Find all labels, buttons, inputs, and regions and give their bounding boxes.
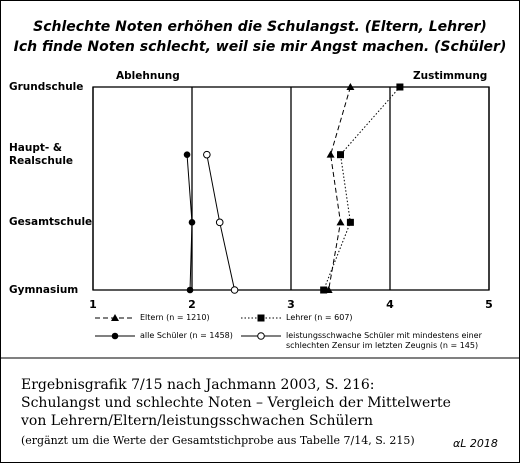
category-label: Grundschule — [9, 80, 84, 93]
marker — [336, 218, 345, 226]
caption-line: Schulangst und schlechte Noten – Verglei… — [21, 395, 451, 411]
x-tick-label: 2 — [188, 298, 196, 311]
caption-line: Ergebnisgrafik 7/15 nach Jachmann 2003, … — [21, 377, 375, 393]
caption-line: von Lehrern/Eltern/leistungsschwachen Sc… — [21, 413, 373, 429]
x-tick-label: 1 — [89, 298, 97, 311]
marker — [326, 150, 335, 158]
x-tick-label: 3 — [287, 298, 295, 311]
marker — [257, 332, 265, 340]
marker — [346, 83, 355, 90]
legend-label: leistungsschwache Schüler mit mindestens… — [286, 331, 482, 350]
marker — [346, 218, 354, 226]
x-tick-label: 4 — [386, 298, 394, 311]
chart-subtitle: Ich finde Noten schlecht, weil sie mir A… — [13, 39, 507, 55]
x-tick-label: 5 — [485, 298, 493, 311]
marker — [111, 332, 119, 340]
legend-label: Eltern (n = 1210) — [140, 313, 210, 322]
marker — [183, 151, 191, 158]
marker — [320, 286, 328, 294]
marker — [257, 314, 265, 322]
series-line — [328, 86, 351, 291]
marker — [111, 314, 119, 321]
marker — [230, 286, 239, 294]
legend-label: Lehrer (n = 607) — [286, 313, 353, 322]
left-label: Ablehnung — [116, 70, 180, 82]
footnote: (ergänzt um die Werte der Gesamtstichpro… — [21, 434, 415, 447]
marker — [186, 286, 194, 294]
marker — [215, 218, 224, 227]
category-label: Gesamtschule — [9, 215, 93, 228]
marker — [337, 151, 344, 159]
chart-title: Schlechte Noten erhöhen die Schulangst. … — [33, 19, 487, 35]
category-label: Haupt- & Realschule — [9, 141, 74, 167]
marker — [203, 150, 211, 159]
right-label: Zustimmung — [413, 70, 488, 82]
legend-label: alle Schüler (n = 1458) — [140, 331, 233, 340]
marker — [188, 219, 196, 226]
signature: αL 2018 — [453, 437, 498, 450]
category-label: Gymnasium — [9, 283, 79, 296]
marker — [396, 83, 404, 91]
